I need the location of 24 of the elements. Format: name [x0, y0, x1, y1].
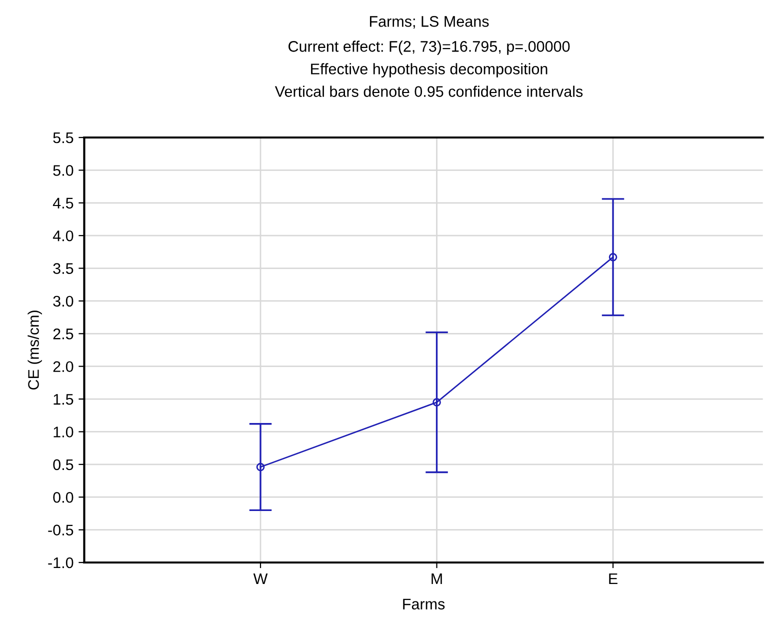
x-tick-label: E	[609, 573, 618, 584]
y-tick-label: 0.5	[53, 459, 74, 470]
y-tick-label: 2.5	[53, 328, 74, 340]
x-tick-label: W	[253, 573, 268, 584]
y-tick-label: 0.0	[53, 492, 74, 503]
y-tick-label: 5.5	[53, 132, 74, 144]
y-tick-label: 2.0	[53, 361, 74, 372]
y-tick-label: 1.0	[54, 426, 74, 438]
y-tick-label: 4.0	[52, 230, 74, 242]
y-tick-label: -0.5	[48, 524, 74, 536]
chart-title: Farms; LS Means	[370, 16, 489, 29]
y-tick-label: 3.5	[53, 263, 74, 274]
y-axis-title: CE (ms/cm)	[28, 310, 42, 390]
chart-subtitle: Current effect: F(2, 73)=16.795, p=.00000 Effective hypothesis decomposition Vertical bars denote 0.95 confidence intervals	[274, 40, 583, 97]
x-axis-title: Farms	[403, 598, 445, 610]
y-tick-label: 1.5	[54, 394, 74, 405]
y-tick-label: 4.5	[52, 198, 74, 209]
y-tick-label: -1.0	[48, 557, 74, 568]
point	[432, 398, 441, 406]
point	[608, 252, 618, 262]
point	[256, 462, 265, 472]
y-tick-label: 5.0	[53, 165, 74, 176]
y-tick-label: 3.0	[53, 296, 74, 307]
x-tick-label: M	[432, 573, 442, 584]
